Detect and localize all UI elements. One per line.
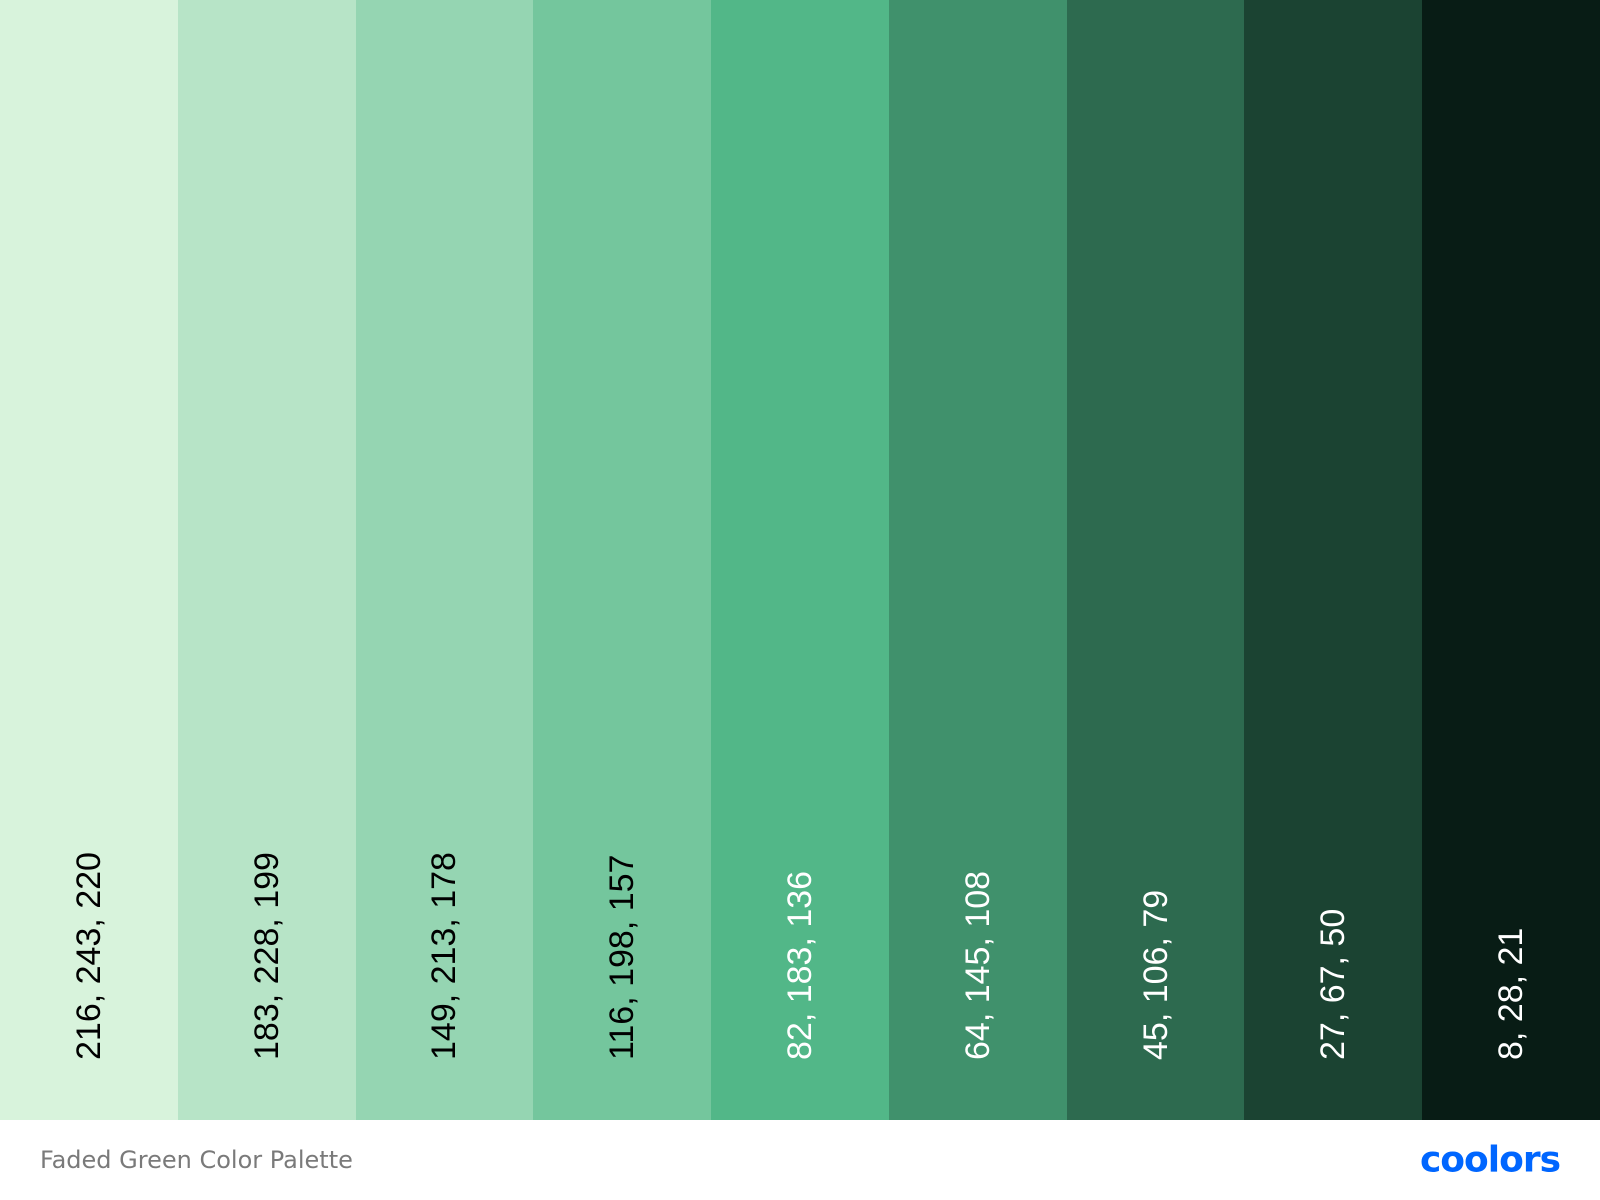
- swatch-rgb-label: 149, 213, 178: [425, 852, 464, 1060]
- swatch-rgb-label: 27, 67, 50: [1314, 908, 1353, 1060]
- swatch-rgb-label: 216, 243, 220: [69, 852, 108, 1060]
- swatch-rgb-label: 183, 228, 199: [247, 852, 286, 1060]
- swatch-rgb-label: 116, 198, 157: [603, 854, 642, 1060]
- footer-bar: Faded Green Color Palette coolors: [0, 1120, 1600, 1200]
- color-swatch[interactable]: 64, 145, 108: [888, 0, 1067, 1120]
- swatch-strip: 216, 243, 220 183, 228, 199 149, 213, 17…: [0, 0, 1600, 1120]
- palette-title: Faded Green Color Palette: [40, 1146, 353, 1174]
- color-swatch[interactable]: 216, 243, 220: [0, 0, 178, 1120]
- color-swatch[interactable]: 149, 213, 178: [355, 0, 534, 1120]
- color-swatch[interactable]: 27, 67, 50: [1244, 0, 1423, 1120]
- color-swatch[interactable]: 45, 106, 79: [1066, 0, 1245, 1120]
- swatch-rgb-label: 82, 183, 136: [781, 870, 820, 1060]
- color-swatch[interactable]: 116, 198, 157: [533, 0, 712, 1120]
- color-swatch[interactable]: 183, 228, 199: [177, 0, 356, 1120]
- coolors-logo[interactable]: coolors: [1419, 1139, 1561, 1181]
- color-swatch[interactable]: 82, 183, 136: [711, 0, 889, 1120]
- swatch-rgb-label: 45, 106, 79: [1136, 889, 1175, 1060]
- color-swatch[interactable]: 8, 28, 21: [1422, 0, 1600, 1120]
- swatch-rgb-label: 8, 28, 21: [1492, 927, 1531, 1060]
- swatch-rgb-label: 64, 145, 108: [958, 870, 997, 1060]
